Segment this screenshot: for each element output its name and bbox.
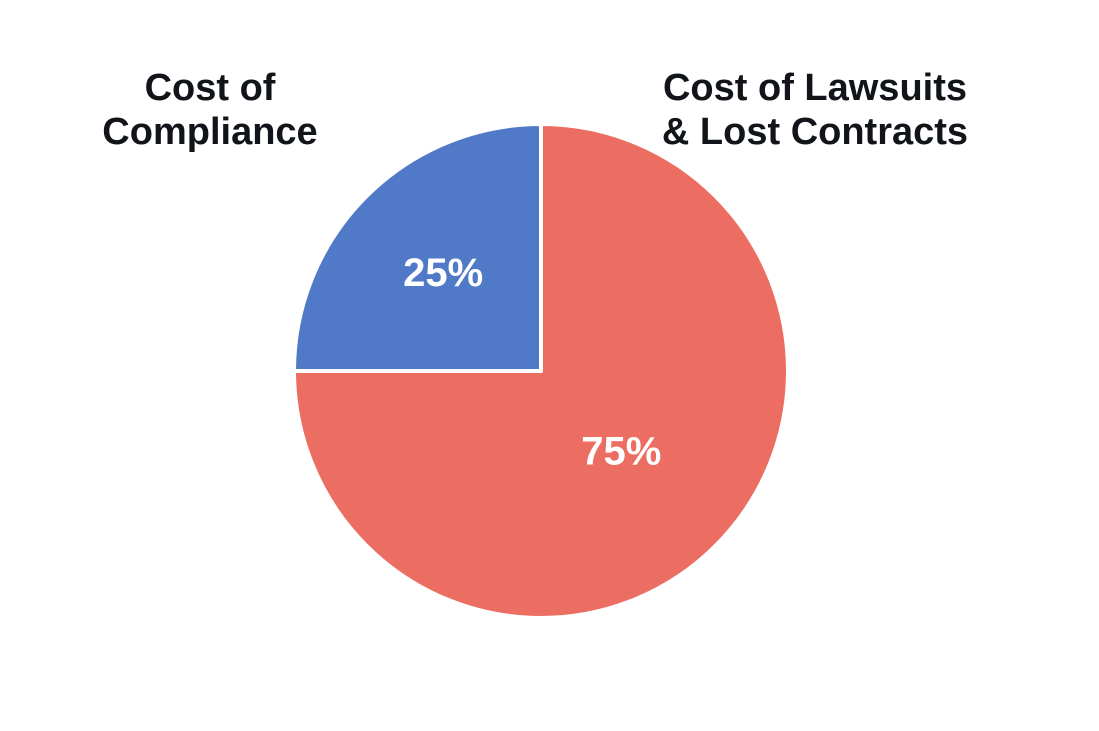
slice-value-label: 25% bbox=[403, 251, 483, 295]
slice-category-label-line: Cost of Lawsuits bbox=[662, 67, 968, 109]
slice-category-label-line: Cost of bbox=[144, 67, 276, 109]
slice-category-label-line: Compliance bbox=[102, 111, 318, 153]
slice-category-label-lawsuits: Cost of Lawsuits & Lost Contracts bbox=[640, 66, 990, 154]
slice-category-label-compliance: Cost of Compliance bbox=[60, 66, 360, 154]
slice-value-label: 75% bbox=[581, 429, 661, 473]
slice-category-label-line: & Lost Contracts bbox=[661, 111, 969, 153]
pie-slice-lawsuits bbox=[292, 122, 790, 620]
pie-slice-compliance bbox=[292, 122, 543, 373]
